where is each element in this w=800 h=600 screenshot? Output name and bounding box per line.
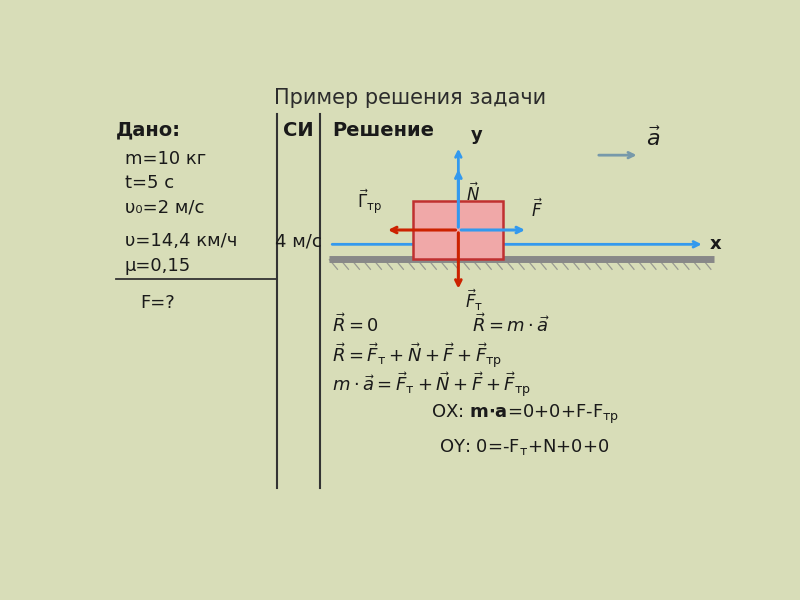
Text: $\vec{a}$: $\vec{a}$ [646, 127, 661, 149]
Text: υ₀=2 м/с: υ₀=2 м/с [125, 199, 204, 217]
Text: $\vec{N}$: $\vec{N}$ [466, 183, 480, 205]
Text: ОY: 0=-F$_{\mathrm{т}}$+N+0+0: ОY: 0=-F$_{\mathrm{т}}$+N+0+0 [439, 437, 610, 457]
Text: t=5 с: t=5 с [125, 174, 174, 192]
Text: 4 м/с: 4 м/с [275, 232, 322, 250]
Text: $\vec{F}$: $\vec{F}$ [531, 198, 542, 221]
Text: $\vec{R} = m \cdot \vec{a}$: $\vec{R} = m \cdot \vec{a}$ [472, 313, 550, 336]
Text: Решение: Решение [333, 121, 434, 140]
Text: Дано:: Дано: [115, 121, 181, 140]
Text: Пример решения задачи: Пример решения задачи [274, 88, 546, 108]
Bar [413, 202, 503, 259]
Text: m=10 кг: m=10 кг [125, 149, 206, 167]
Text: $m \cdot \vec{a} = \vec{F}_{\mathrm{т}} + \vec{N} + \vec{F} + \vec{F}_{\mathrm{т: $m \cdot \vec{a} = \vec{F}_{\mathrm{т}} … [333, 371, 531, 400]
Text: x: x [710, 235, 721, 253]
Text: $\vec{F}_{\mathrm{т}}$: $\vec{F}_{\mathrm{т}}$ [465, 288, 483, 313]
Text: $\vec{\Gamma}_{\mathrm{тр}}$: $\vec{\Gamma}_{\mathrm{тр}}$ [357, 187, 382, 216]
Text: y: y [470, 125, 482, 143]
Text: υ=14,4 км/ч: υ=14,4 км/ч [125, 232, 237, 250]
Text: ОХ: $\mathbf{m{\cdot}a}$=0+0+F-F$_{\mathrm{тр}}$: ОХ: $\mathbf{m{\cdot}a}$=0+0+F-F$_{\math… [430, 403, 619, 425]
Text: μ=0,15: μ=0,15 [125, 257, 191, 275]
Text: СИ: СИ [283, 121, 314, 140]
Text: F=?: F=? [140, 294, 175, 312]
Text: $\vec{R} = 0$: $\vec{R} = 0$ [333, 313, 379, 336]
Text: $\vec{R} = \vec{F}_{\mathrm{т}} + \vec{N} + \vec{F} + \vec{F}_{\mathrm{тр}}$: $\vec{R} = \vec{F}_{\mathrm{т}} + \vec{N… [333, 342, 502, 371]
